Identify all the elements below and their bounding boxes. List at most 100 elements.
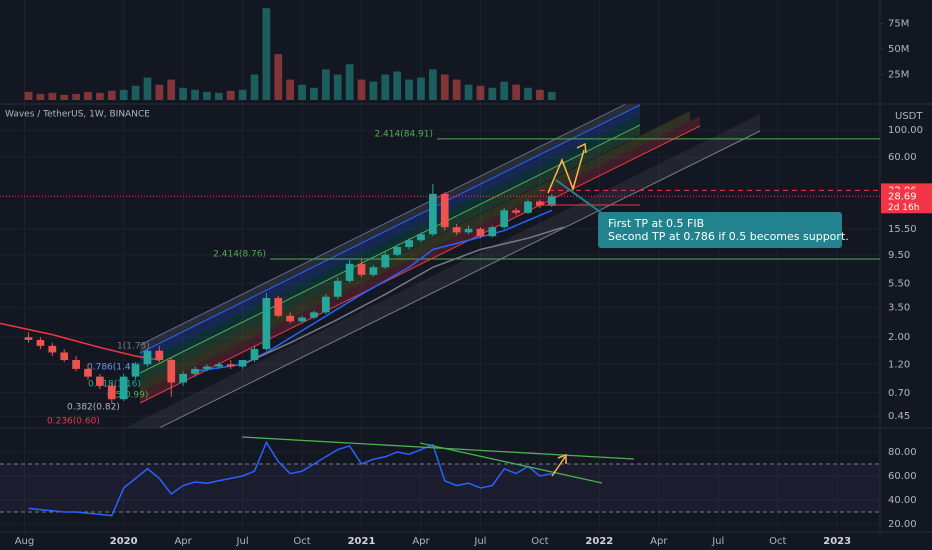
candle-body [476,228,485,237]
volume-bar [488,87,497,100]
candle-body [72,360,80,369]
volume-bar [179,87,187,100]
x-tick-label: 2022 [585,536,613,547]
y-tick-label: 100.00 [888,125,923,136]
y-tick-label: 0.70 [888,388,910,399]
volume-bar [203,91,211,100]
candle-body [48,345,57,353]
fib-label: 0.5(0.99) [107,391,148,401]
candle-body [405,240,413,248]
channel-line [139,104,641,354]
volume-bar [96,92,104,100]
candle-body [440,193,449,228]
candle-body [96,376,104,386]
volume-bar [84,91,92,100]
x-tick-label: Oct [293,536,310,547]
volume-bar [119,89,128,100]
volume-bar [36,93,45,100]
volume-bar [226,90,235,100]
rsi-trendline [419,442,603,484]
candle-body [262,297,271,350]
y-tick-label: 5.50 [888,279,910,290]
volume-bar [155,84,164,100]
moving-average [242,226,564,365]
marks: 2.414(84.91) 2.414(8.76) 1(1.73) 0.786(1.41… [0,8,932,517]
rsi-band-fill [0,464,880,512]
rsi-trendline [241,436,635,460]
volume-bar [250,74,259,100]
volume-bar [429,69,437,100]
countdown-label: 2d 16h [888,203,919,213]
channel-line [139,124,641,374]
volume-bar [274,54,283,100]
y-tick-label: 15.50 [888,224,917,235]
y-tick-label: 2.00 [888,332,910,343]
candle-body [36,339,45,346]
rsi-line [28,440,552,517]
fib-level-label: 2.414(84.91) [374,129,433,139]
x-tick-label: Jul [473,536,486,547]
volume-bar [440,74,449,100]
volume-tick-label: 50M [888,44,909,55]
fib-label: 0.618(1.16) [88,380,141,390]
candle-body [167,360,176,383]
volume-bar [524,87,532,100]
candle-body [345,263,354,281]
x-tick-label: Jul [236,536,249,547]
candle-body [203,366,211,369]
candle-body [191,368,199,374]
candle-body [369,267,378,275]
price-label-box [881,189,932,214]
projection-arrow [547,149,585,194]
callout-box [598,212,842,248]
volume-bar [107,90,116,100]
candle-body [60,352,69,361]
volume-bar [547,91,556,100]
candle-body [84,368,92,377]
volume-bar [357,79,366,100]
callout-text: Second TP at 0.786 if 0.5 becomes suppor… [608,230,849,243]
x-tick-label: 2021 [348,536,376,547]
candle-body [547,196,556,206]
rsi-tick-label: 20.00 [888,519,917,530]
candle-body [24,337,33,340]
candle-body [333,280,342,297]
x-tick-label: Aug [15,536,35,547]
volume-bar [369,81,378,100]
candle-body [310,312,318,318]
moving-average [0,322,160,361]
volume-bar [536,89,544,100]
volume-bar [167,79,176,100]
volume-tick-label: 75M [888,18,909,29]
candle-body [274,297,283,316]
arrow-head [576,142,587,154]
volume-bar [131,85,140,100]
candle-body [321,296,330,313]
price-label: 28.69 [888,191,917,202]
volume-bar [60,94,69,100]
candle-body [536,201,544,206]
x-tick-label: Apr [174,536,192,547]
fib-label: 0.786(1.41) [87,363,140,373]
candle-body [250,349,259,361]
volume-bar [393,71,402,100]
candle-body [131,364,140,377]
volume-bar [321,69,330,100]
candle-body [464,228,473,233]
candle-body [512,210,520,213]
y-tick-label: 9.50 [888,250,910,261]
volume-bar [381,74,390,100]
x-tick-label: 2020 [110,536,138,547]
candle-body [429,193,437,235]
x-tick-label: Apr [412,536,430,547]
volume-tick-label: 25M [888,69,909,80]
volume-bar [48,92,57,100]
volume-bar [24,91,33,100]
y-tick-label: 1.20 [888,359,910,370]
candle-body [143,350,152,365]
callout-text: First TP at 0.5 FIB [608,217,704,230]
candle-body [214,364,223,367]
y-tick-label: 0.45 [888,411,910,422]
currency: USDT [895,111,923,122]
